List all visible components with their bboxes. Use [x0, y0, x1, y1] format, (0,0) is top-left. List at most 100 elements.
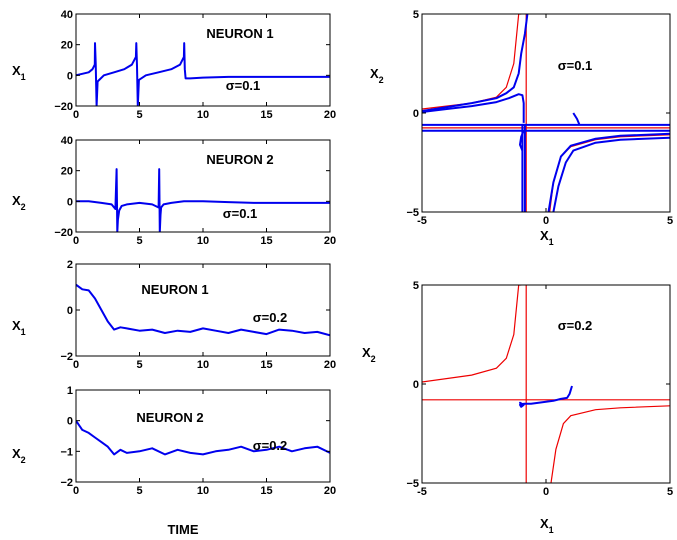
series-line	[76, 420, 330, 456]
plot-area	[76, 168, 330, 232]
x-tick-label: 20	[324, 359, 336, 371]
nullcline-line	[422, 14, 522, 110]
y-tick-label: −20	[54, 227, 73, 239]
panel-title: NEURON 2	[206, 152, 273, 167]
axes-frame	[75, 139, 331, 233]
x-tick-label: 10	[197, 359, 209, 371]
series-line	[76, 283, 330, 337]
nullcline-line	[550, 405, 670, 483]
x-tick-label: 15	[260, 359, 272, 371]
x-tick-label: 10	[197, 235, 209, 247]
y-tick-label: −20	[54, 101, 73, 113]
x-tick-label: 15	[260, 109, 272, 121]
y-tick-label: −2	[60, 477, 73, 489]
x-tick-label: 5	[136, 359, 142, 371]
plot-area	[76, 42, 330, 106]
y-tick-label: 5	[413, 9, 419, 21]
x-tick-label: 0	[73, 109, 79, 121]
trajectory-line	[572, 112, 581, 126]
nullcline-line	[422, 285, 522, 383]
panel-phase-sigma02: -5 0 5 −5 0 5 σ=0.2 X2 X1	[362, 280, 673, 535]
x-tick-label: 5	[667, 215, 673, 227]
y-tick-label: 0	[67, 70, 73, 82]
panel-phase-sigma01: -5 0 5 −5 0 5 σ=0.1 X2 X1	[370, 9, 673, 247]
y-axis-label: X1	[12, 63, 26, 82]
x-tick-label: 0	[543, 215, 549, 227]
y-axis-label: X1	[12, 318, 26, 337]
x-tick-label: 5	[136, 109, 142, 121]
y-tick-label: 20	[61, 166, 73, 178]
x-tick-label: -5	[417, 486, 427, 498]
y-tick-label: 0	[67, 305, 73, 317]
y-tick-label: 0	[67, 196, 73, 208]
y-tick-label: 40	[61, 9, 73, 21]
y-tick-label: 0	[67, 416, 73, 428]
panel-title: NEURON 1	[206, 26, 273, 41]
y-tick-label: 5	[413, 280, 419, 292]
x-axis-label: X1	[540, 228, 554, 247]
sigma-annotation: σ=0.1	[223, 206, 258, 221]
y-axis-label: X2	[12, 446, 26, 465]
time-axis-label: TIME	[167, 522, 198, 537]
trajectory-line	[521, 123, 526, 212]
sigma-annotation: σ=0.1	[558, 58, 593, 73]
axes-frame	[75, 389, 331, 483]
sigma-annotation: σ=0.2	[558, 318, 593, 333]
y-tick-label: −5	[406, 207, 419, 219]
axes-frame	[75, 263, 331, 357]
plot-area	[422, 14, 670, 212]
y-tick-label: −1	[60, 446, 73, 458]
y-tick-label: 0	[413, 108, 419, 120]
x-tick-label: 20	[324, 485, 336, 497]
x-tick-label: 5	[667, 486, 673, 498]
x-tick-label: 0	[73, 359, 79, 371]
panel-neuron2-sigma02: 0 5 10 15 20 −2 −1 0 1 NEURON 2 σ=0.2 X2	[12, 385, 336, 497]
axes-frame	[75, 13, 331, 107]
panel-title: NEURON 2	[136, 410, 203, 425]
y-tick-label: 2	[67, 259, 73, 271]
y-axis-label: X2	[12, 193, 26, 212]
sigma-annotation: σ=0.2	[253, 310, 288, 325]
x-tick-label: 20	[324, 235, 336, 247]
x-tick-label: 15	[260, 235, 272, 247]
trajectory-line	[422, 93, 525, 123]
y-tick-label: 20	[61, 40, 73, 52]
x-tick-label: 10	[197, 485, 209, 497]
y-axis-label: X2	[362, 345, 376, 364]
x-tick-label: 5	[136, 235, 142, 247]
y-tick-label: −5	[406, 478, 419, 490]
axes-frame	[421, 284, 671, 484]
x-tick-label: 15	[260, 485, 272, 497]
x-tick-label: 10	[197, 109, 209, 121]
plot-area	[76, 283, 330, 337]
series-line	[76, 168, 330, 232]
x-tick-label: 20	[324, 109, 336, 121]
sigma-annotation: σ=0.1	[226, 78, 261, 93]
y-tick-label: −2	[60, 351, 73, 363]
trajectory-line	[422, 14, 529, 112]
panel-title: NEURON 1	[141, 282, 208, 297]
axes-frame	[421, 13, 671, 213]
x-tick-label: 5	[136, 485, 142, 497]
x-tick-label: 0	[73, 235, 79, 247]
sigma-annotation: σ=0.2	[253, 438, 288, 453]
y-axis-label: X2	[370, 66, 384, 85]
x-tick-label: -5	[417, 215, 427, 227]
x-tick-label: 0	[543, 486, 549, 498]
trajectory-line	[519, 130, 525, 151]
trajectory-line	[547, 132, 670, 212]
y-tick-label: 40	[61, 135, 73, 147]
x-tick-label: 0	[73, 485, 79, 497]
plot-area	[76, 420, 330, 456]
trajectory-line	[519, 385, 573, 408]
y-tick-label: 0	[413, 379, 419, 391]
trajectory-line	[552, 136, 670, 212]
nullcline-line	[549, 134, 670, 212]
plot-area	[422, 285, 670, 483]
series-line	[76, 42, 330, 106]
y-tick-label: 1	[67, 385, 73, 397]
